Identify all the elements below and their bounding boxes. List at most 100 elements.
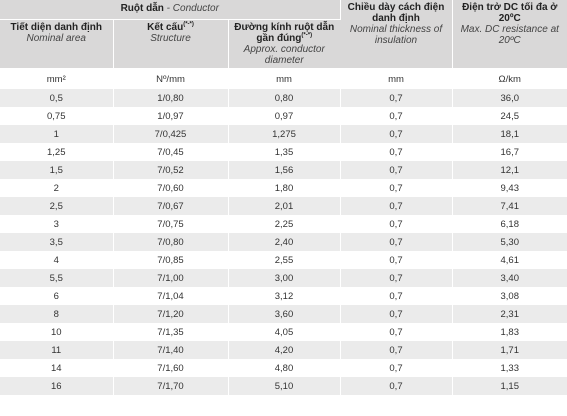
cell-diameter: 5,10 xyxy=(228,377,341,395)
cell-diameter: 2,40 xyxy=(228,233,341,251)
table-row: 0,75 1/0,97 0,97 0,7 24,5 xyxy=(0,107,567,125)
cell-insulation: 0,7 xyxy=(340,377,453,395)
cell-resistance: 9,43 xyxy=(452,179,567,197)
cell-insulation: 0,7 xyxy=(340,197,453,215)
cell-resistance: 6,18 xyxy=(452,215,567,233)
area-header: Tiết diện danh định Nominal area xyxy=(0,19,114,69)
cell-diameter: 3,00 xyxy=(228,269,341,287)
cell-resistance: 16,7 xyxy=(452,143,567,161)
cell-structure: 7/0,60 xyxy=(113,179,229,197)
cell-diameter: 1,80 xyxy=(228,179,341,197)
cell-area: 0,5 xyxy=(0,89,114,107)
cell-structure: 7/1,00 xyxy=(113,269,229,287)
cell-resistance: 1,83 xyxy=(452,323,567,341)
cell-resistance: 12,1 xyxy=(452,161,567,179)
cell-diameter: 1,275 xyxy=(228,125,341,143)
cell-area: 1,5 xyxy=(0,161,114,179)
structure-label-vi: Kết cấu xyxy=(147,22,184,33)
cable-spec-table: Ruột dẫn - Conductor Chiều dày cách điện… xyxy=(0,0,567,395)
cell-area: 11 xyxy=(0,341,114,359)
cell-diameter: 0,97 xyxy=(228,107,341,125)
cell-structure: 7/1,40 xyxy=(113,341,229,359)
cell-structure: 1/0,97 xyxy=(113,107,229,125)
area-label-en: Nominal area xyxy=(26,33,86,44)
cell-structure: 7/1,35 xyxy=(113,323,229,341)
cell-structure: 7/0,52 xyxy=(113,161,229,179)
unit-insulation: mm xyxy=(340,68,453,89)
cell-structure: 7/0,67 xyxy=(113,197,229,215)
diameter-note-mark: (*-*) xyxy=(301,32,313,39)
area-label-vi: Tiết diện danh định xyxy=(10,22,102,33)
insulation-label-en: Nominal thickness of insulation xyxy=(349,24,443,46)
cell-diameter: 2,55 xyxy=(228,251,341,269)
table-row: 11 7/1,40 4,20 0,7 1,71 xyxy=(0,341,567,359)
table-row: 6 7/1,04 3,12 0,7 3,08 xyxy=(0,287,567,305)
resistance-header: Điện trở DC tối đa ở 20ºC Max. DC resist… xyxy=(452,0,567,69)
cell-insulation: 0,7 xyxy=(340,107,453,125)
cell-structure: 7/1,20 xyxy=(113,305,229,323)
cell-structure: 7/0,85 xyxy=(113,251,229,269)
diameter-label-en: Approx. conductor diameter xyxy=(243,44,325,66)
cell-structure: 7/1,70 xyxy=(113,377,229,395)
unit-structure: Nº/mm xyxy=(113,68,229,89)
table-row: 2 7/0,60 1,80 0,7 9,43 xyxy=(0,179,567,197)
conductor-label-sep: - xyxy=(163,3,173,14)
table-body: mm² Nº/mm mm mm Ω/km 0,5 1/0,80 0,80 0,7 36,… xyxy=(0,68,567,395)
cell-insulation: 0,7 xyxy=(340,269,453,287)
cell-structure: 7/1,04 xyxy=(113,287,229,305)
cell-insulation: 0,7 xyxy=(340,341,453,359)
cell-diameter: 2,25 xyxy=(228,215,341,233)
insulation-label-vi: Chiều dày cách điện danh định xyxy=(347,2,445,24)
table-row: 8 7/1,20 3,60 0,7 2,31 xyxy=(0,305,567,323)
cell-area: 10 xyxy=(0,323,114,341)
insulation-header: Chiều dày cách điện danh định Nominal th… xyxy=(340,0,453,69)
cell-structure: 7/0,45 xyxy=(113,143,229,161)
cell-area: 16 xyxy=(0,377,114,395)
cell-diameter: 1,35 xyxy=(228,143,341,161)
cell-insulation: 0,7 xyxy=(340,161,453,179)
table-row: 14 7/1,60 4,80 0,7 1,33 xyxy=(0,359,567,377)
cell-insulation: 0,7 xyxy=(340,305,453,323)
cell-diameter: 3,12 xyxy=(228,287,341,305)
cell-area: 1 xyxy=(0,125,114,143)
cell-structure: 1/0,80 xyxy=(113,89,229,107)
table-row: 1,5 7/0,52 1,56 0,7 12,1 xyxy=(0,161,567,179)
cell-area: 6 xyxy=(0,287,114,305)
cell-resistance: 36,0 xyxy=(452,89,567,107)
table-row: 2,5 7/0,67 2,01 0,7 7,41 xyxy=(0,197,567,215)
cell-insulation: 0,7 xyxy=(340,89,453,107)
units-row: mm² Nº/mm mm mm Ω/km xyxy=(0,68,567,89)
structure-header: Kết cấu(*-*) Structure xyxy=(113,19,229,69)
cell-insulation: 0,7 xyxy=(340,125,453,143)
cell-area: 4 xyxy=(0,251,114,269)
table-row: 4 7/0,85 2,55 0,7 4,61 xyxy=(0,251,567,269)
cell-diameter: 4,20 xyxy=(228,341,341,359)
table-row: 10 7/1,35 4,05 0,7 1,83 xyxy=(0,323,567,341)
unit-diameter: mm xyxy=(228,68,341,89)
table-row: 3,5 7/0,80 2,40 0,7 5,30 xyxy=(0,233,567,251)
structure-note-mark: (*-*) xyxy=(183,21,194,28)
diameter-label-vi: Đường kính ruột dẫn gần đúng xyxy=(234,22,335,44)
cell-resistance: 18,1 xyxy=(452,125,567,143)
cell-resistance: 1,33 xyxy=(452,359,567,377)
cell-area: 5,5 xyxy=(0,269,114,287)
cell-resistance: 24,5 xyxy=(452,107,567,125)
cell-structure: 7/1,60 xyxy=(113,359,229,377)
cell-area: 0,75 xyxy=(0,107,114,125)
conductor-group-header: Ruột dẫn - Conductor xyxy=(0,0,341,20)
cell-resistance: 4,61 xyxy=(452,251,567,269)
table-row: 1,25 7/0,45 1,35 0,7 16,7 xyxy=(0,143,567,161)
table-row: 3 7/0,75 2,25 0,7 6,18 xyxy=(0,215,567,233)
cell-resistance: 5,30 xyxy=(452,233,567,251)
cell-area: 1,25 xyxy=(0,143,114,161)
conductor-label-vi: Ruột dẫn xyxy=(120,3,164,14)
cell-resistance: 3,08 xyxy=(452,287,567,305)
cell-area: 2 xyxy=(0,179,114,197)
cell-diameter: 0,80 xyxy=(228,89,341,107)
table-header: Ruột dẫn - Conductor Chiều dày cách điện… xyxy=(0,0,567,69)
table-row: 16 7/1,70 5,10 0,7 1,15 xyxy=(0,377,567,395)
cell-diameter: 4,80 xyxy=(228,359,341,377)
cell-area: 2,5 xyxy=(0,197,114,215)
cell-insulation: 0,7 xyxy=(340,215,453,233)
table-row: 0,5 1/0,80 0,80 0,7 36,0 xyxy=(0,89,567,107)
